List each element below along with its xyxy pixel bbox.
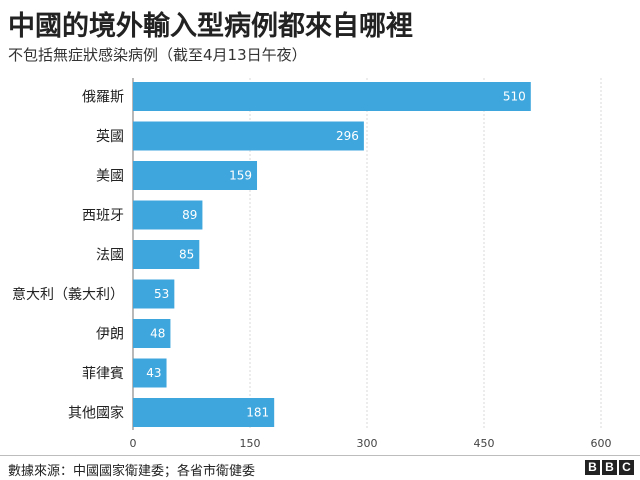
chart-subtitle: 不包括無症狀感染病例（截至4月13日午夜） [8,46,307,64]
bbc-logo: B B C [585,460,634,475]
x-tick-label-150: 150 [240,437,261,450]
bbc-logo-letter-1: B [585,460,600,475]
value-label-8: 181 [246,406,269,420]
category-label-5: 意大利（義大利） [12,286,124,303]
value-label-4: 85 [179,248,194,262]
x-tick-label-0: 0 [130,437,137,450]
value-label-5: 53 [154,287,169,301]
bar-3 [133,200,203,230]
bar-2 [133,161,258,190]
value-label-6: 48 [150,327,165,341]
bar-0 [133,82,531,111]
category-label-8: 其他國家 [68,405,124,422]
category-label-0: 俄羅斯 [82,90,124,106]
bar-4 [133,240,200,269]
x-tick-label-450: 450 [474,437,495,450]
x-tick-label-600: 600 [591,437,612,450]
bar-chart: 0 150 300 450 600 俄羅斯 510 英國 296 美國 159 西班牙 89 法國 85 意大… [12,78,612,450]
value-label-7: 43 [146,366,161,380]
category-label-1: 英國 [96,128,124,145]
footer-divider [0,455,640,456]
category-label-4: 法國 [96,248,124,264]
category-label-2: 美國 [96,169,124,185]
category-label-7: 菲律賓 [82,365,124,382]
category-label-6: 伊朗 [96,327,124,343]
value-label-3: 89 [182,208,197,222]
value-label-0: 510 [503,90,526,104]
bar-1 [133,121,364,151]
value-label-2: 159 [229,169,252,183]
chart-title: 中國的境外輸入型病例都來自哪裡 [8,11,413,42]
bar-6 [133,319,171,348]
bbc-logo-letter-3: C [619,460,634,475]
bar-7 [133,358,167,388]
x-tick-label-300: 300 [357,437,378,450]
value-label-1: 296 [336,129,359,143]
bar-8 [133,398,275,427]
source-note: 數據來源：中國國家衛建委；各省市衛健委 [8,464,256,479]
bbc-logo-letter-2: B [602,460,617,475]
category-label-3: 西班牙 [82,208,124,224]
bar-5 [133,279,175,309]
